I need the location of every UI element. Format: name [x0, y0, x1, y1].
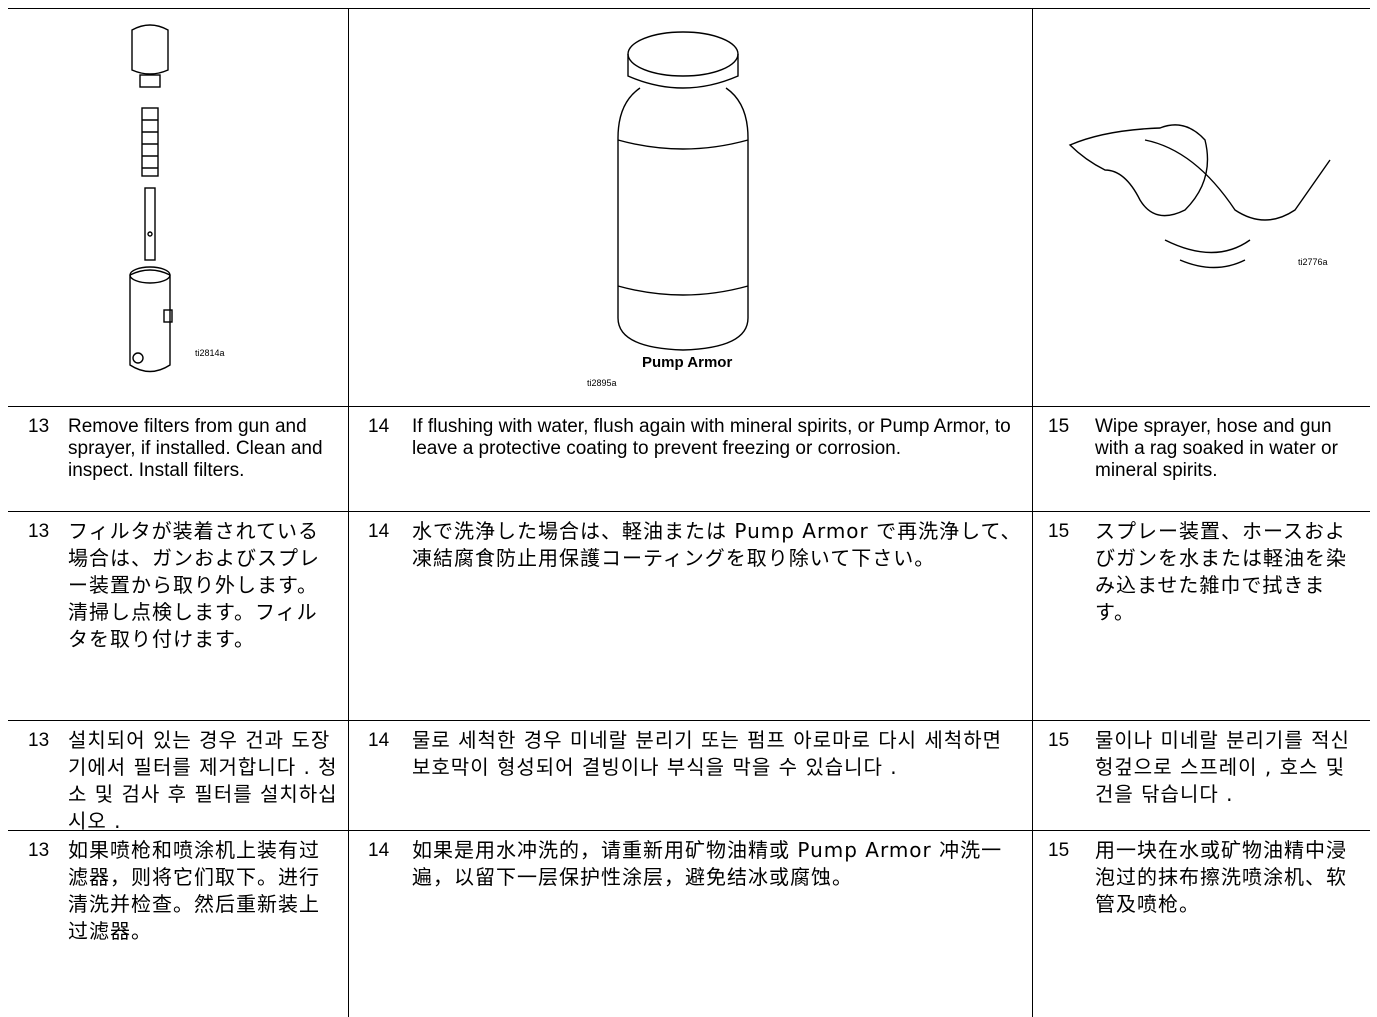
figure-id: ti2814a	[195, 348, 225, 358]
step-text: 설치되어 있는 경우 건과 도장기에서 필터를 제거합니다 . 청소 및 검사 …	[68, 728, 338, 833]
step-number: 15	[1048, 840, 1070, 861]
rag-illustration	[1068, 124, 1331, 269]
step-text: If flushing with water, flush again with…	[412, 416, 1011, 459]
step-number: 14	[368, 416, 390, 437]
figure-id: ti2776a	[1298, 257, 1328, 267]
step-number: 13	[28, 416, 50, 437]
rule	[8, 8, 1370, 9]
step-text: 用一块在水或矿物油精中浸泡过的抹布擦洗喷涂机、软管及喷枪。	[1095, 838, 1347, 916]
step-number: 13	[28, 730, 50, 751]
step-number: 13	[28, 521, 50, 542]
rule	[348, 8, 349, 1017]
step-number: 15	[1048, 521, 1070, 542]
figure-label: Pump Armor	[642, 354, 733, 371]
figure-id: ti2895a	[587, 378, 617, 388]
step-number: 15	[1048, 416, 1070, 437]
step-number: 14	[368, 730, 390, 751]
rule	[8, 830, 1370, 831]
rule	[8, 720, 1370, 721]
step-text: Remove filters from gun and sprayer, if …	[68, 416, 323, 481]
filter-illustration	[129, 24, 173, 373]
step-text: スプレー装置、ホースおよびガンを水または軽油を染み込ませた雑巾で拭きます。	[1095, 519, 1347, 624]
rule	[8, 406, 1370, 407]
step-text: フィルタが装着されている場合は、ガンおよびスプレー装置から取り外します。清掃し点…	[68, 519, 320, 651]
rule	[1032, 8, 1033, 1017]
bottle-illustration	[617, 31, 749, 351]
step-text: 물로 세척한 경우 미네랄 분리기 또는 펌프 아로마로 다시 세척하면 보호막…	[412, 728, 1003, 779]
step-number: 14	[368, 521, 390, 542]
step-text: 如果是用水冲洗的，请重新用矿物油精或 Pump Armor 冲洗一遍，以留下一层…	[412, 838, 1003, 889]
step-number: 13	[28, 840, 50, 861]
step-text: 如果喷枪和喷涂机上装有过滤器，则将它们取下。进行清洗并检查。然后重新装上过滤器。	[68, 838, 320, 943]
step-text: 물이나 미네랄 분리기를 적신 헝겊으로 스프레이 , 호스 및 건을 닦습니다…	[1095, 728, 1350, 806]
step-number: 14	[368, 840, 390, 861]
step-number: 15	[1048, 730, 1070, 751]
step-text: 水で洗浄した場合は、軽油または Pump Armor で再洗浄して、凍結腐食防止…	[412, 519, 1022, 570]
step-text: Wipe sprayer, hose and gun with a rag so…	[1095, 416, 1338, 481]
rule	[8, 511, 1370, 512]
